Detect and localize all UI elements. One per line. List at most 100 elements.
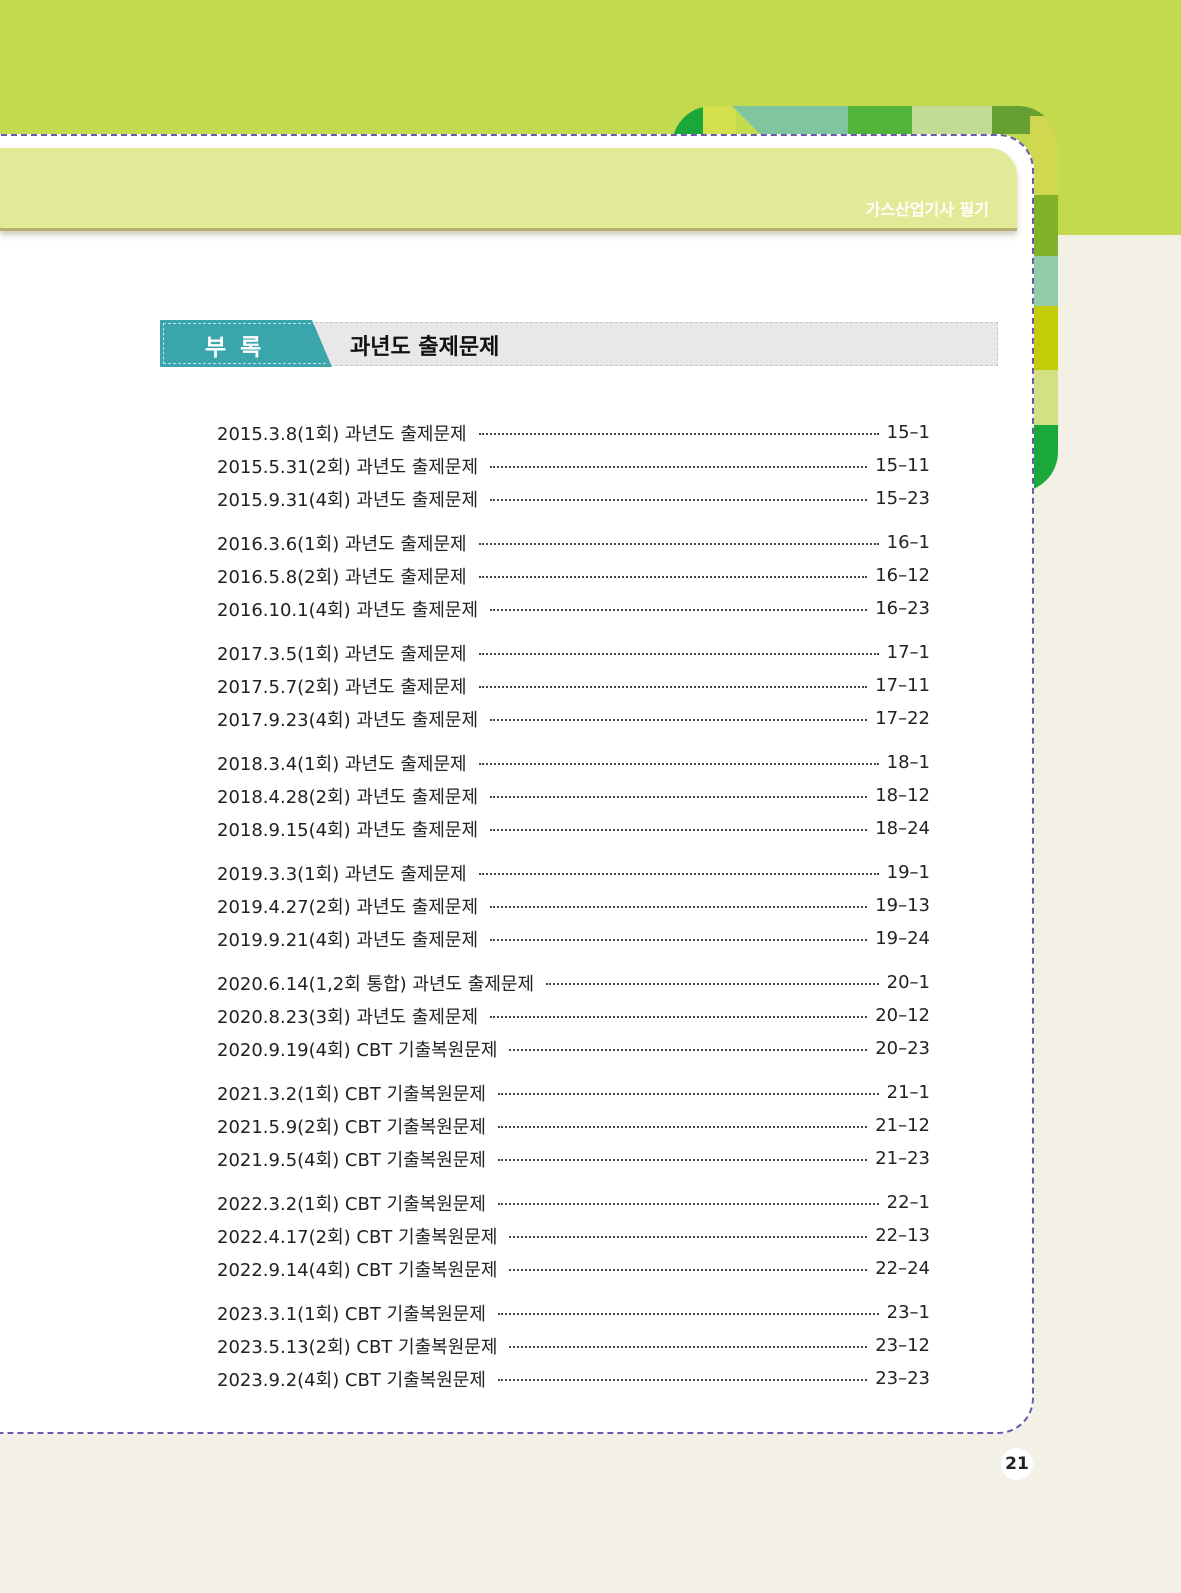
dot-leader <box>478 762 879 765</box>
dot-leader <box>490 905 868 908</box>
toc-entry-page: 16–12 <box>875 565 930 586</box>
section-tag: 부록 <box>160 320 332 367</box>
dot-leader <box>509 1345 868 1348</box>
toc-entry[interactable]: 2020.6.14(1,2회 통합) 과년도 출제문제 20–1 <box>217 966 930 999</box>
dot-leader <box>497 1378 868 1381</box>
toc-entry-title: 2021.9.5(4회) CBT 기출복원문제 <box>217 1149 486 1171</box>
toc-entry[interactable]: 2019.9.21(4회) 과년도 출제문제 19–24 <box>217 922 930 955</box>
toc-entry-page: 18–1 <box>886 752 930 773</box>
toc-entry-page: 20–23 <box>875 1038 930 1059</box>
dot-leader <box>509 1268 868 1271</box>
dot-leader <box>490 608 868 611</box>
toc-entry-page: 20–1 <box>886 972 930 993</box>
toc-entry[interactable]: 2016.5.8(2회) 과년도 출제문제 16–12 <box>217 559 930 592</box>
toc-entry-title: 2018.4.28(2회) 과년도 출제문제 <box>217 786 479 808</box>
toc-entry[interactable]: 2021.3.2(1회) CBT 기출복원문제 21–1 <box>217 1076 930 1109</box>
toc-entry[interactable]: 2015.3.8(1회) 과년도 출제문제 15–1 <box>217 416 930 449</box>
toc-entry-title: 2019.3.3(1회) 과년도 출제문제 <box>217 863 467 885</box>
dot-leader <box>497 1312 879 1315</box>
toc-entry-title: 2020.8.23(3회) 과년도 출제문제 <box>217 1006 479 1028</box>
toc-entry-title: 2017.9.23(4회) 과년도 출제문제 <box>217 709 479 731</box>
toc-entry-page: 23–1 <box>886 1302 930 1323</box>
toc-entry-title: 2015.5.31(2회) 과년도 출제문제 <box>217 456 479 478</box>
toc-entry-title: 2016.10.1(4회) 과년도 출제문제 <box>217 599 479 621</box>
toc-entry-page: 23–23 <box>875 1368 930 1389</box>
dot-leader <box>490 938 868 941</box>
toc-entry-title: 2020.6.14(1,2회 통합) 과년도 출제문제 <box>217 973 535 995</box>
dot-leader <box>546 982 879 985</box>
toc-entry-title: 2022.9.14(4회) CBT 기출복원문제 <box>217 1259 498 1281</box>
toc-entry-title: 2016.5.8(2회) 과년도 출제문제 <box>217 566 467 588</box>
dot-leader <box>490 498 868 501</box>
dot-leader <box>509 1235 868 1238</box>
toc-entry-title: 2019.9.21(4회) 과년도 출제문제 <box>217 929 479 951</box>
decorative-stripes <box>672 106 1058 492</box>
toc-entry[interactable]: 2020.9.19(4회) CBT 기출복원문제 20–23 <box>217 1032 930 1065</box>
header-band: 가스산업기사 필기 <box>0 148 1017 231</box>
toc-entry[interactable]: 2019.3.3(1회) 과년도 출제문제 19–1 <box>217 856 930 889</box>
toc-entry-page: 23–12 <box>875 1335 930 1356</box>
dot-leader <box>478 542 879 545</box>
page-number: 21 <box>1001 1448 1033 1480</box>
toc-entry-page: 22–1 <box>886 1192 930 1213</box>
toc-entry[interactable]: 2018.3.4(1회) 과년도 출제문제 18–1 <box>217 746 930 779</box>
dot-leader <box>478 432 879 435</box>
toc-entry[interactable]: 2017.9.23(4회) 과년도 출제문제 17–22 <box>217 702 930 735</box>
section-heading: 부록 과년도 출제문제 <box>160 320 1000 367</box>
toc-entry-title: 2015.3.8(1회) 과년도 출제문제 <box>217 423 467 445</box>
toc-entry[interactable]: 2020.8.23(3회) 과년도 출제문제 20–12 <box>217 999 930 1032</box>
toc-entry-page: 19–13 <box>875 895 930 916</box>
toc-entry[interactable]: 2019.4.27(2회) 과년도 출제문제 19–13 <box>217 889 930 922</box>
toc-entry-title: 2017.3.5(1회) 과년도 출제문제 <box>217 643 467 665</box>
toc-entry[interactable]: 2023.3.1(1회) CBT 기출복원문제 23–1 <box>217 1296 930 1329</box>
toc-entry[interactable]: 2021.5.9(2회) CBT 기출복원문제 21–12 <box>217 1109 930 1142</box>
toc-entry-title: 2023.9.2(4회) CBT 기출복원문제 <box>217 1369 486 1391</box>
toc-entry-page: 22–13 <box>875 1225 930 1246</box>
toc-entry[interactable]: 2016.10.1(4회) 과년도 출제문제 16–23 <box>217 592 930 625</box>
toc-entry-title: 2022.3.2(1회) CBT 기출복원문제 <box>217 1193 486 1215</box>
toc-entry-title: 2021.5.9(2회) CBT 기출복원문제 <box>217 1116 486 1138</box>
toc-entry[interactable]: 2018.9.15(4회) 과년도 출제문제 18–24 <box>217 812 930 845</box>
toc-entry-page: 21–1 <box>886 1082 930 1103</box>
toc-entry[interactable]: 2022.4.17(2회) CBT 기출복원문제 22–13 <box>217 1219 930 1252</box>
toc-entry[interactable]: 2017.3.5(1회) 과년도 출제문제 17–1 <box>217 636 930 669</box>
dot-leader <box>509 1048 868 1051</box>
toc-entry-title: 2016.3.6(1회) 과년도 출제문제 <box>217 533 467 555</box>
dot-leader <box>490 465 868 468</box>
dot-leader <box>497 1125 868 1128</box>
toc-entry[interactable]: 2015.5.31(2회) 과년도 출제문제 15–11 <box>217 449 930 482</box>
toc-entry[interactable]: 2018.4.28(2회) 과년도 출제문제 18–12 <box>217 779 930 812</box>
section-title: 과년도 출제문제 <box>350 335 500 360</box>
table-of-contents: 2015.3.8(1회) 과년도 출제문제 15–1 2015.5.31(2회) 과… <box>217 416 930 1395</box>
toc-entry-page: 16–23 <box>875 598 930 619</box>
toc-entry[interactable]: 2015.9.31(4회) 과년도 출제문제 15–23 <box>217 482 930 515</box>
toc-entry-page: 15–11 <box>875 455 930 476</box>
dot-leader <box>497 1158 868 1161</box>
dot-leader <box>490 795 868 798</box>
toc-entry[interactable]: 2017.5.7(2회) 과년도 출제문제 17–11 <box>217 669 930 702</box>
toc-entry-title: 2015.9.31(4회) 과년도 출제문제 <box>217 489 479 511</box>
dot-leader <box>497 1092 879 1095</box>
toc-entry[interactable]: 2022.3.2(1회) CBT 기출복원문제 22–1 <box>217 1186 930 1219</box>
toc-entry-page: 20–12 <box>875 1005 930 1026</box>
toc-entry-title: 2023.3.1(1회) CBT 기출복원문제 <box>217 1303 486 1325</box>
toc-entry[interactable]: 2023.5.13(2회) CBT 기출복원문제 23–12 <box>217 1329 930 1362</box>
dot-leader <box>497 1202 879 1205</box>
toc-entry[interactable]: 2023.9.2(4회) CBT 기출복원문제 23–23 <box>217 1362 930 1395</box>
toc-entry-page: 19–24 <box>875 928 930 949</box>
toc-entry-title: 2018.3.4(1회) 과년도 출제문제 <box>217 753 467 775</box>
toc-entry-page: 17–22 <box>875 708 930 729</box>
toc-entry-page: 18–12 <box>875 785 930 806</box>
toc-entry[interactable]: 2022.9.14(4회) CBT 기출복원문제 22–24 <box>217 1252 930 1285</box>
dot-leader <box>490 828 868 831</box>
toc-entry[interactable]: 2016.3.6(1회) 과년도 출제문제 16–1 <box>217 526 930 559</box>
toc-entry-page: 17–11 <box>875 675 930 696</box>
toc-entry-page: 15–23 <box>875 488 930 509</box>
toc-entry[interactable]: 2021.9.5(4회) CBT 기출복원문제 21–23 <box>217 1142 930 1175</box>
toc-entry-title: 2018.9.15(4회) 과년도 출제문제 <box>217 819 479 841</box>
toc-entry-title: 2020.9.19(4회) CBT 기출복원문제 <box>217 1039 498 1061</box>
dot-leader <box>478 575 868 578</box>
dot-leader <box>490 718 868 721</box>
toc-entry-title: 2023.5.13(2회) CBT 기출복원문제 <box>217 1336 498 1358</box>
toc-entry-page: 21–12 <box>875 1115 930 1136</box>
